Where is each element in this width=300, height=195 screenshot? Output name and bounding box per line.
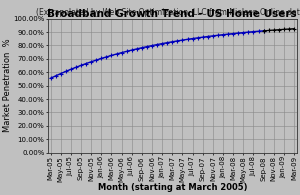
Title: Broadband Growth Trend - US Home Users: Broadband Growth Trend - US Home Users — [47, 9, 297, 19]
Y-axis label: Market Penetration  %: Market Penetration % — [3, 39, 12, 132]
Text: (Extrapolated by Web Site Optimization, LLC from Nielsen Online data): (Extrapolated by Web Site Optimization, … — [37, 8, 300, 17]
X-axis label: Month (starting at March 2005): Month (starting at March 2005) — [98, 183, 247, 192]
